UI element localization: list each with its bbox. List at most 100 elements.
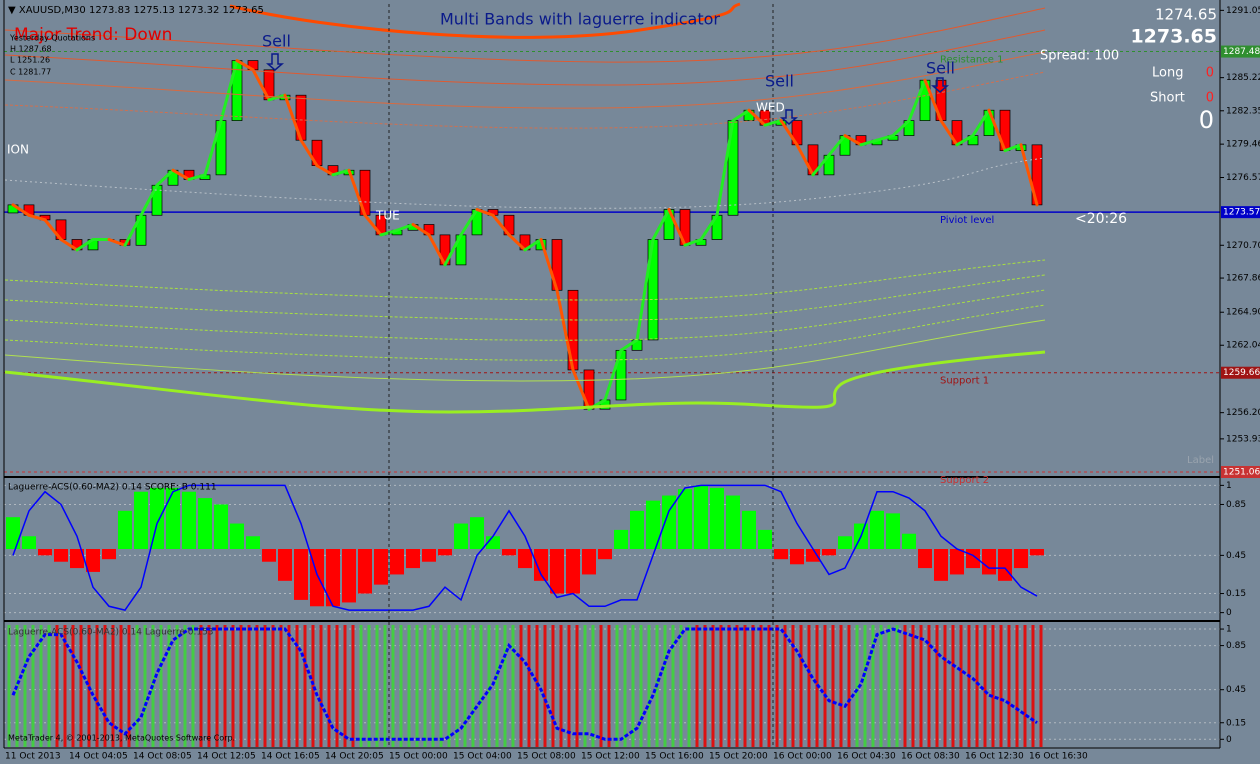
- histogram-bar: [374, 549, 388, 585]
- trend-line: [219, 59, 239, 123]
- panel-label: Laguerre-ACS(0.60-MA2) 0.14 SCORE: B 0.1…: [8, 483, 217, 493]
- band: [4, 71, 1046, 129]
- y-tick-label: 1: [1226, 481, 1232, 491]
- state-bar: [551, 625, 555, 747]
- state-bar: [463, 625, 467, 747]
- histogram-bar: [774, 549, 788, 560]
- state-bar: [1031, 625, 1035, 747]
- state-bar: [743, 625, 747, 747]
- level-price: 1259.66: [1223, 368, 1260, 378]
- trend-line: [747, 108, 767, 127]
- trend-line: [331, 168, 351, 177]
- trend-line: [715, 119, 735, 217]
- symbol-line: ▼ XAUUSD,M30 1273.83 1275.13 1273.32 127…: [8, 5, 264, 16]
- state-bar: [471, 625, 475, 747]
- state-bar: [415, 625, 419, 747]
- yesterday-close: C 1281.77: [10, 68, 51, 77]
- state-bar: [911, 625, 915, 747]
- state-bar: [887, 625, 891, 747]
- long-label: Long: [1152, 66, 1183, 81]
- state-bar: [439, 625, 443, 747]
- trend-line: [891, 119, 911, 138]
- state-bar: [559, 625, 563, 747]
- state-bar: [919, 625, 923, 747]
- state-bar: [999, 625, 1003, 747]
- trend-line: [987, 108, 1007, 153]
- histogram-bar: [630, 510, 644, 549]
- state-bar: [423, 625, 427, 747]
- trend-line: [667, 207, 687, 247]
- state-bar: [991, 625, 995, 747]
- state-bar: [1015, 625, 1019, 747]
- trend-line: [635, 238, 655, 342]
- trend-line: [107, 238, 127, 247]
- level-price: 1273.57: [1223, 208, 1260, 218]
- level-price: 1251.06: [1223, 467, 1260, 477]
- histogram-bar: [438, 549, 452, 556]
- histogram-bar: [182, 491, 196, 549]
- state-bar: [823, 625, 827, 747]
- trend-line: [859, 138, 879, 147]
- trend-line: [619, 338, 639, 352]
- state-bar: [935, 625, 939, 747]
- state-bar: [799, 625, 803, 747]
- state-bar: [15, 625, 19, 747]
- y-tick-label: 1264.90: [1226, 308, 1260, 318]
- state-bar: [447, 625, 451, 747]
- state-bar: [711, 625, 715, 747]
- level-name: Support 2: [940, 475, 989, 486]
- laguerre-line: [12, 484, 1038, 611]
- histogram-bar: [358, 549, 372, 594]
- state-bar: [967, 625, 971, 747]
- x-tick-label: 15 Oct 04:00: [453, 752, 512, 762]
- trend-line: [507, 233, 527, 252]
- state-bar: [807, 625, 811, 747]
- state-bar: [727, 625, 731, 747]
- trend-line: [923, 78, 943, 123]
- histogram-bar: [1030, 549, 1044, 556]
- state-bar: [79, 625, 83, 747]
- state-bar: [607, 625, 611, 747]
- y-tick-label: 0.15: [1226, 718, 1246, 728]
- state-bar: [119, 625, 123, 747]
- state-bar: [407, 625, 411, 747]
- trend-line: [123, 213, 143, 247]
- state-bar: [271, 625, 275, 747]
- state-bar: [31, 625, 35, 747]
- copyright: MetaTrader 4, © 2001-2013, MetaQuotes So…: [8, 734, 235, 743]
- trend-line: [795, 143, 815, 177]
- histogram-bar: [646, 500, 660, 549]
- state-bar: [351, 625, 355, 747]
- state-bar: [399, 625, 403, 747]
- annotation: ION: [7, 143, 29, 157]
- histogram-bar: [118, 510, 132, 549]
- trend-line: [187, 173, 207, 181]
- histogram-bar: [262, 549, 276, 562]
- state-bar: [639, 625, 643, 747]
- state-bar: [247, 625, 251, 747]
- histogram-bar: [678, 489, 692, 549]
- state-bar: [87, 625, 91, 747]
- state-bar: [375, 625, 379, 747]
- state-bar: [207, 625, 211, 747]
- band: [4, 274, 1046, 321]
- state-bar: [519, 625, 523, 747]
- trend-line: [699, 213, 719, 241]
- state-bar: [159, 625, 163, 747]
- trend-line: [523, 238, 543, 252]
- histogram-bar: [198, 498, 212, 549]
- level-name: Resistance 1: [940, 55, 1003, 66]
- state-bar: [327, 625, 331, 747]
- state-bar: [927, 625, 931, 747]
- level-price: 1287.48: [1223, 47, 1260, 57]
- state-bar: [695, 625, 699, 747]
- histogram-bar: [134, 491, 148, 549]
- histogram-bar: [70, 549, 84, 569]
- state-bar: [543, 625, 547, 747]
- state-bar: [39, 625, 43, 747]
- band: [4, 350, 1046, 414]
- trend-line: [203, 119, 223, 177]
- band: [4, 7, 1046, 63]
- yesterday-low: L 1251.26: [10, 56, 50, 65]
